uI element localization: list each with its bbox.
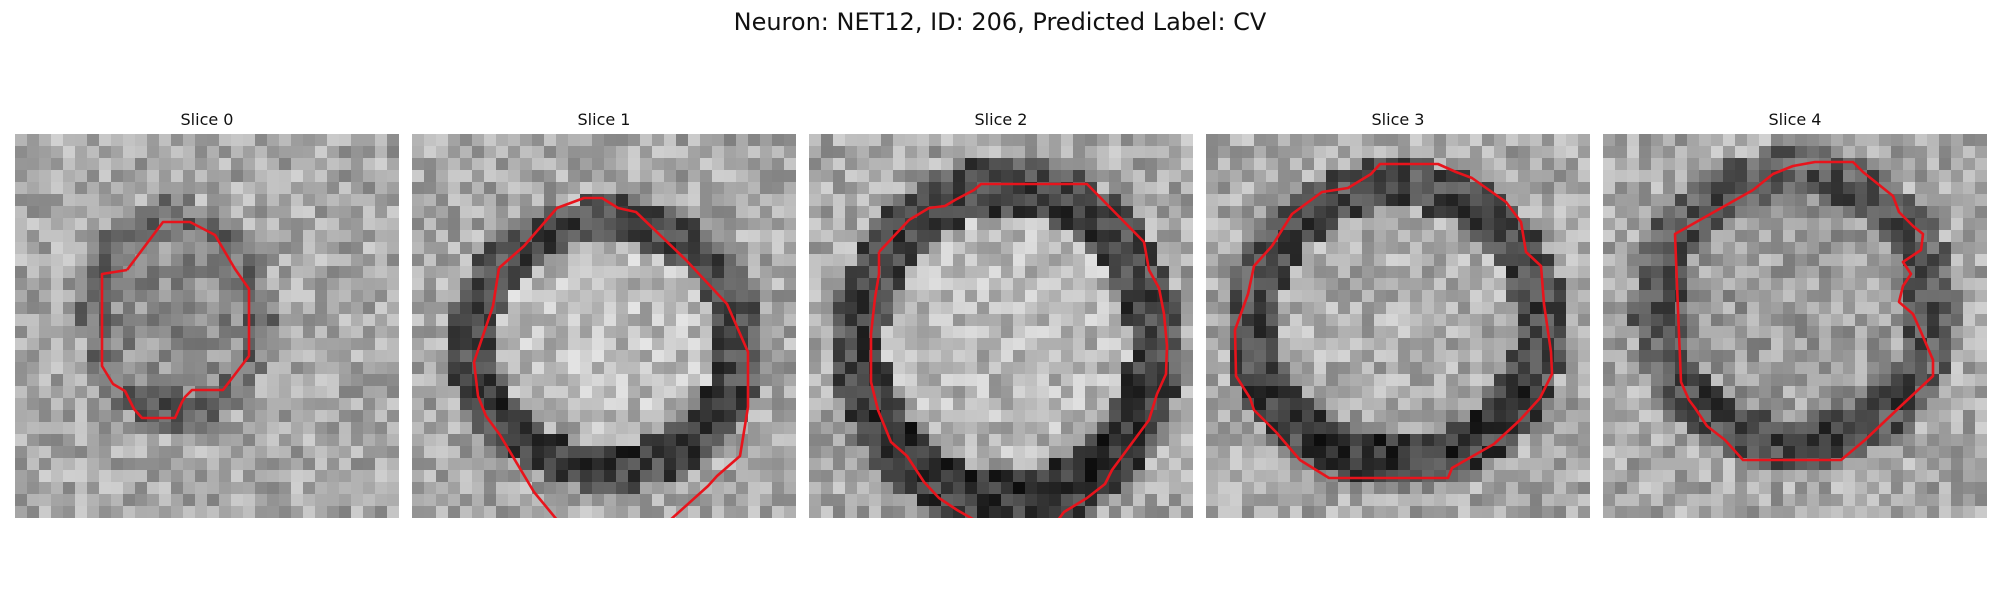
vesicle-contour-1 xyxy=(472,196,750,518)
contour-overlay-3 xyxy=(1233,162,1554,480)
slice-panel-4: Slice 4 xyxy=(1603,108,1987,518)
vesicle-contour-0 xyxy=(100,220,251,420)
slice-image-3 xyxy=(1206,134,1590,518)
contour-overlay-0 xyxy=(100,220,251,420)
grayscale-image-3 xyxy=(1206,134,1590,518)
contour-overlay-4 xyxy=(1673,160,1935,462)
slice-image-4 xyxy=(1603,134,1987,518)
slice-image-1 xyxy=(412,134,796,518)
slice-image-2 xyxy=(809,134,1193,518)
slice-title-1: Slice 1 xyxy=(577,110,631,129)
contour-overlay-2 xyxy=(869,182,1169,518)
slice-panel-0: Slice 0 xyxy=(15,108,399,518)
contour-overlay-1 xyxy=(472,196,750,518)
grayscale-image-0 xyxy=(15,134,399,518)
slice-title-3: Slice 3 xyxy=(1371,110,1425,129)
slice-title-2: Slice 2 xyxy=(974,110,1028,129)
vesicle-contour-3 xyxy=(1233,162,1554,480)
figure-title: Neuron: NET12, ID: 206, Predicted Label:… xyxy=(733,8,1267,36)
vesicle-contour-4 xyxy=(1673,160,1935,462)
slice-title-4: Slice 4 xyxy=(1768,110,1822,129)
slice-panel-3: Slice 3 xyxy=(1206,108,1590,518)
vesicle-contour-2 xyxy=(869,182,1169,518)
slice-title-0: Slice 0 xyxy=(180,110,234,129)
slice-image-0 xyxy=(15,134,399,518)
slice-panel-2: Slice 2 xyxy=(809,108,1193,518)
slice-panel-1: Slice 1 xyxy=(412,108,796,518)
grayscale-image-4 xyxy=(1603,134,1987,518)
